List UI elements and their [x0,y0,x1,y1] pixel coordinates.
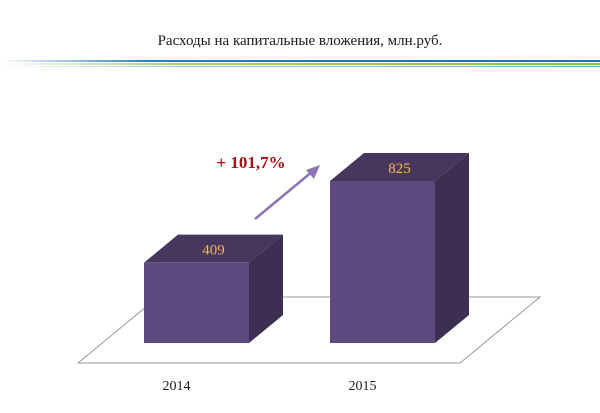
bar-2015 [330,181,435,343]
header-rule-cyan [0,66,600,67]
data-label-2014: 409 [202,243,225,259]
growth-arrow [254,170,314,220]
bar-top-2015 [330,153,469,181]
chart-title: Расходы на капитальные вложения, млн.руб… [157,33,443,49]
growth-annotation: + 101,7% [216,153,285,172]
header-rule-green [0,63,600,65]
header-rule-blue [0,60,600,62]
bar-side-2014 [249,234,283,343]
bar-side-2015 [435,153,469,343]
data-label-2015: 825 [388,161,411,177]
x-tick-label-2015: 2015 [349,379,377,394]
bar-top-2014 [144,234,283,263]
growth-arrow-head [306,165,320,179]
bar-2014 [144,262,249,343]
x-tick-label-2014: 2014 [163,379,191,394]
